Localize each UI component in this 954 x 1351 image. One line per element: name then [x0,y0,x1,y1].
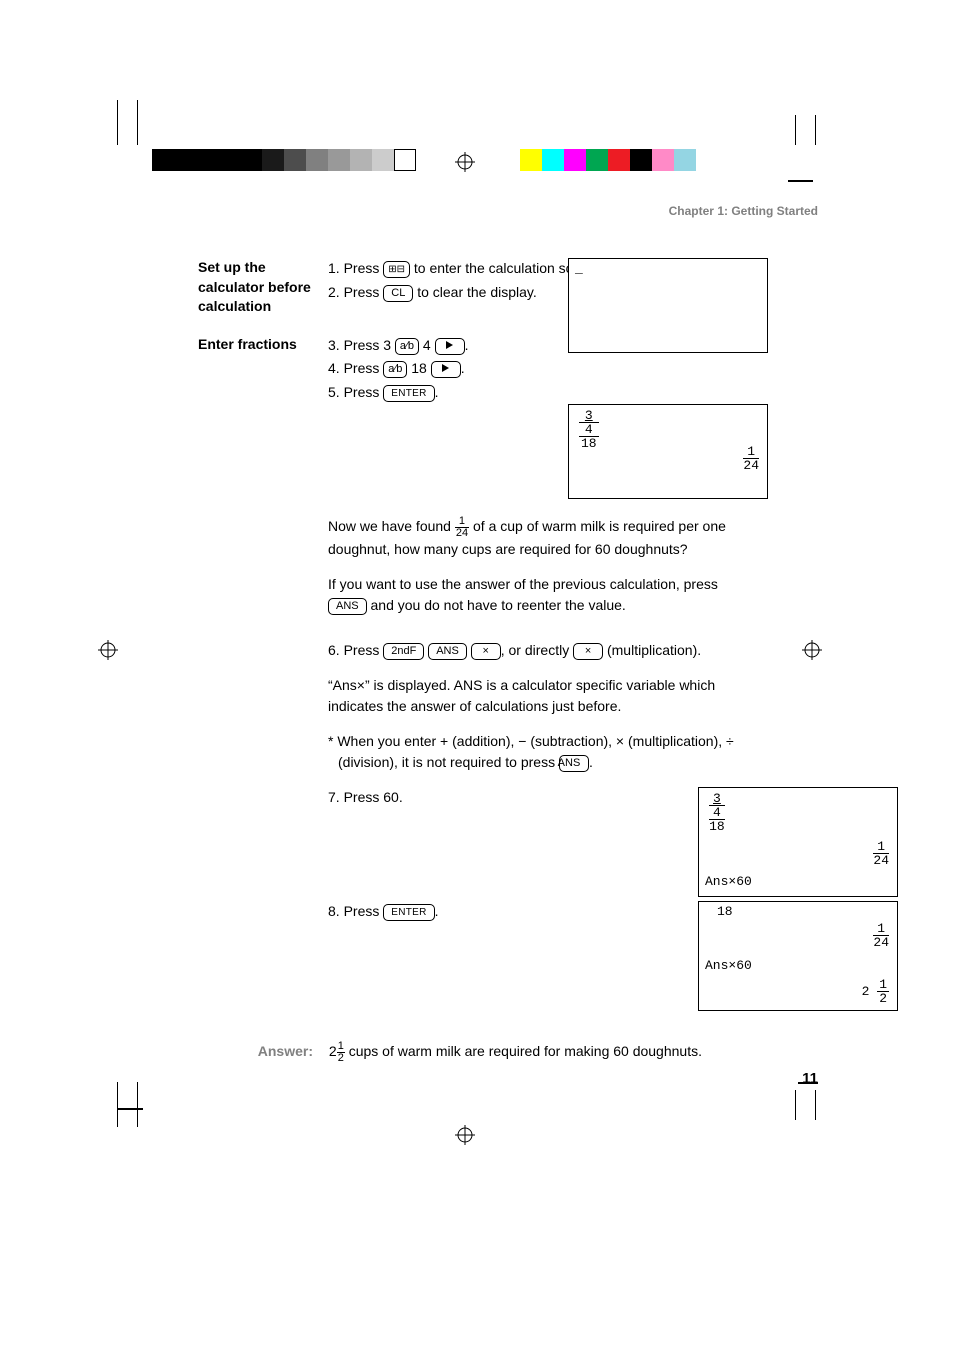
screen-result-1: 1 24 [873,922,889,949]
crop-mark [118,1108,143,1110]
enter-key: ENTER [383,904,434,921]
frac-key: a⁄b [395,338,419,355]
screen-result: 1 24 [743,445,759,472]
answer-value: 212 cups of warm milk are required for m… [329,1043,702,1059]
crop-mark [117,1082,118,1127]
crop-mark [795,115,796,145]
screen-line: 18 [717,904,733,919]
2ndf-key: 2ndF [383,643,424,660]
ans-key: ANS [428,643,467,660]
explanation-4: * When you enter + (addition), − (subtra… [328,731,758,773]
crop-mark [137,1082,138,1127]
step-8: 8. Press ENTER. [328,901,758,922]
registration-mark [455,1125,475,1145]
inline-fraction: 124 [455,516,469,539]
right-arrow-key [431,361,461,378]
crop-mark [815,115,816,145]
screen-result-2: 2 1 2 [862,978,889,1005]
page-content: Chapter 1: Getting Started _ Set up the … [198,200,758,1064]
right-arrow-key [435,338,465,355]
cl-key: CL [383,285,413,302]
step-4: 4. Press a⁄b 18 . [328,358,758,380]
ans-key: ANS [559,755,589,772]
cursor: _ [575,261,583,276]
calculator-screen-3: 3 4 18 1 24 Ans×60 [698,787,898,897]
color-bar [520,149,696,171]
multiply-key: × [471,643,501,660]
screen-line: Ans×60 [705,874,752,889]
registration-mark [98,640,118,660]
chapter-header: Chapter 1: Getting Started [669,204,818,218]
answer-row: Answer: 212 cups of warm milk are requir… [238,1041,758,1064]
grayscale-bar [152,149,416,171]
crop-mark [117,100,118,145]
answer-label: Answer: [238,1043,313,1059]
calculator-screen-2: 3 4 18 1 24 [568,404,768,499]
explanation-3: “Ans×” is displayed. ANS is a calculator… [328,675,758,717]
ans-key: ANS [328,598,367,615]
crop-mark [137,100,138,145]
step-5: 5. Press ENTER. [328,382,758,404]
step-6: 6. Press 2ndF ANS ×, or directly × (mult… [328,640,758,661]
calculator-screen-1: _ [568,258,768,353]
explanation-2: If you want to use the answer of the pre… [328,574,758,616]
screen-fraction: 3 4 18 [709,792,725,833]
side-label-fractions: Enter fractions [198,335,328,406]
registration-mark [802,640,822,660]
calculator-screen-4: 18 1 24 Ans×60 2 1 2 [698,901,898,1011]
enter-key: ENTER [383,385,434,402]
explanation-1: Now we have found 124 of a cup of warm m… [328,516,758,560]
step-7: 7. Press 60. [328,787,758,808]
crop-mark [788,180,813,182]
page-number: 11 [802,1070,818,1087]
multiply-key: × [573,643,603,660]
calc-screen-key: ⊞⊟ [383,261,410,278]
side-label-setup: Set up the calculator before calculation [198,258,328,317]
crop-mark [795,1090,796,1120]
screen-fraction: 3 4 18 [579,409,599,450]
screen-result: 1 24 [873,840,889,867]
screen-line: Ans×60 [705,958,752,973]
frac-key: a⁄b [383,361,407,378]
registration-mark [455,152,475,172]
crop-mark [815,1090,816,1120]
